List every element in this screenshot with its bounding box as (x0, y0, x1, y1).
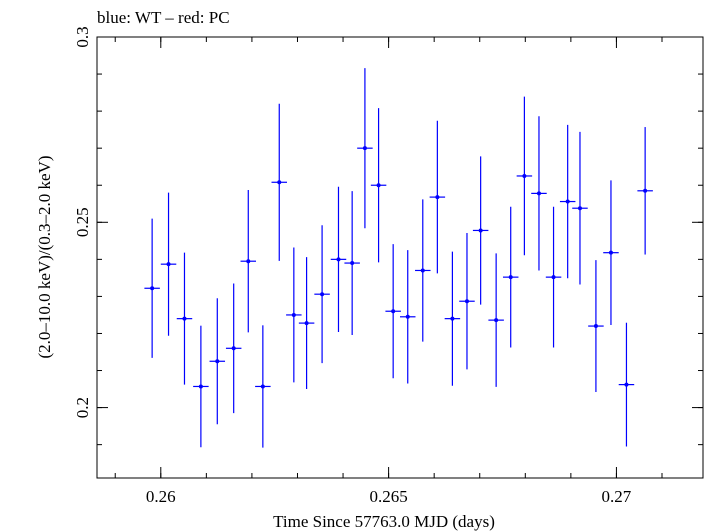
data-marker (608, 250, 613, 255)
data-point (298, 257, 315, 390)
x-axis-label: Time Since 57763.0 MJD (days) (273, 512, 495, 531)
data-marker (362, 146, 367, 151)
data-marker (464, 299, 469, 304)
data-marker (260, 384, 265, 389)
data-point (144, 218, 160, 358)
data-marker (577, 206, 582, 211)
data-point (225, 283, 242, 414)
data-marker (565, 199, 570, 204)
data-marker (320, 292, 325, 297)
data-marker (536, 191, 541, 196)
data-marker (435, 195, 440, 200)
data-point (559, 124, 576, 279)
data-point (444, 251, 461, 386)
y-tick-label: 0.3 (73, 26, 92, 47)
data-point (502, 206, 519, 348)
data-point (400, 250, 416, 384)
data-marker (551, 275, 556, 280)
data-marker (391, 309, 396, 314)
data-point (286, 247, 302, 383)
data-marker (231, 346, 236, 351)
data-point (459, 233, 475, 370)
data-marker (643, 188, 648, 193)
data-point (516, 96, 533, 256)
data-point (545, 206, 562, 348)
data-marker (376, 183, 381, 188)
data-point (255, 325, 271, 448)
data-marker (420, 268, 425, 273)
data-point (588, 260, 604, 393)
data-marker (291, 312, 296, 317)
data-point (637, 127, 653, 255)
data-point (209, 298, 226, 425)
data-point (330, 186, 347, 332)
y-tick-label: 0.25 (73, 207, 92, 237)
data-marker (508, 275, 513, 280)
data-point (415, 199, 431, 342)
data-point (193, 325, 209, 448)
data-point (271, 103, 288, 261)
data-point (314, 225, 330, 364)
x-tick-label: 0.265 (369, 487, 407, 506)
data-point (572, 131, 588, 285)
data-marker (522, 173, 527, 178)
data-marker (478, 228, 483, 233)
data-marker (246, 259, 251, 264)
data-point (240, 190, 257, 333)
data-marker (336, 257, 341, 262)
data-point (429, 120, 446, 274)
data-marker (450, 316, 455, 321)
data-point (385, 244, 401, 379)
data-point (357, 68, 373, 229)
data-marker (624, 382, 629, 387)
data-point (176, 252, 193, 385)
y-tick-label: 0.2 (73, 397, 92, 418)
data-marker (166, 262, 171, 267)
data-point (472, 156, 489, 305)
data-marker (304, 321, 309, 326)
data-marker (593, 324, 598, 329)
data-point (531, 116, 547, 271)
axes: 0.26 0.265 0.27 0.2 0.25 0.3 (73, 26, 704, 506)
data-marker (494, 318, 499, 323)
x-tick-label: 0.26 (146, 487, 176, 506)
x-tick-label: 0.27 (602, 487, 632, 506)
data-marker (150, 286, 155, 291)
data-marker (215, 359, 220, 364)
data-point (488, 253, 504, 387)
data-point (344, 191, 360, 335)
data-marker (405, 314, 410, 319)
data-point (603, 180, 619, 325)
data-point (160, 192, 177, 336)
data-marker (182, 316, 187, 321)
chart-title: blue: WT – red: PC (97, 8, 230, 27)
data-point (370, 108, 387, 263)
data-marker (198, 384, 203, 389)
data-marker (277, 180, 282, 185)
plot-frame (96, 36, 704, 479)
data-marks (144, 68, 653, 448)
data-marker (350, 261, 355, 266)
data-point (618, 322, 635, 447)
y-axis-label: (2.0–10.0 keV)/(0.3–2.0 keV) (35, 155, 54, 358)
